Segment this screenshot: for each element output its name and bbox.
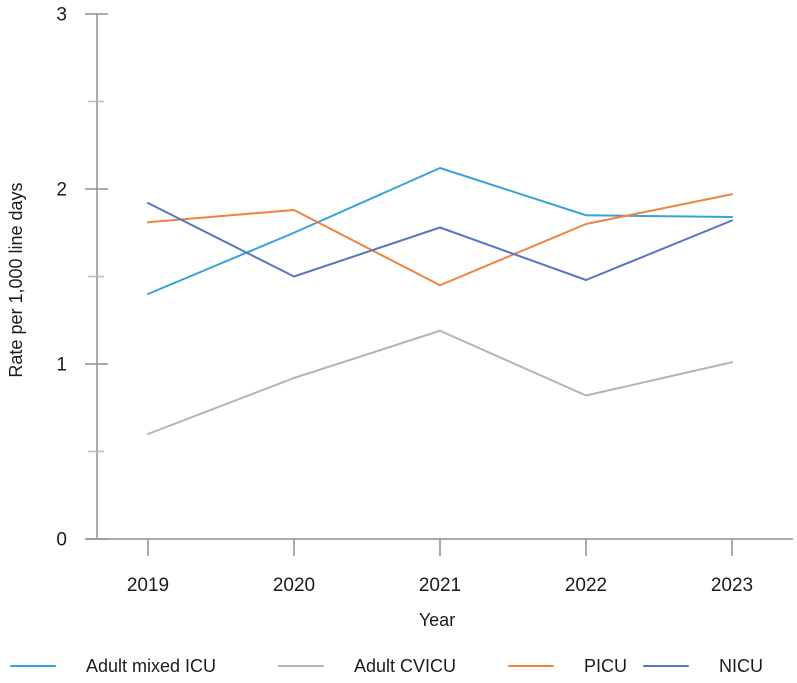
y-axis-title: Rate per 1,000 line days bbox=[6, 182, 26, 378]
legend-item-adult-mixed-icu: Adult mixed ICU bbox=[10, 652, 216, 680]
y-tick-label: 0 bbox=[56, 530, 67, 551]
legend-label-adult-cvicu: Adult CVICU bbox=[354, 655, 457, 676]
legend-label-picu: PICU bbox=[584, 655, 628, 676]
x-tick-label: 2021 bbox=[419, 575, 461, 596]
x-tick-label: 2020 bbox=[273, 575, 315, 596]
legend-swatch-picu bbox=[508, 664, 554, 668]
series-line-nicu bbox=[147, 202, 733, 281]
x-tick-label: 2022 bbox=[565, 575, 607, 596]
legend-item-nicu: NICU bbox=[643, 652, 763, 680]
x-tick-label: 2019 bbox=[127, 575, 169, 596]
legend: Adult mixed ICU Adult CVICU PICU NICU bbox=[0, 652, 797, 680]
y-tick-label: 2 bbox=[56, 180, 67, 201]
legend-label-nicu: NICU bbox=[719, 655, 763, 676]
x-axis-title: Year bbox=[418, 610, 456, 630]
line-chart: 0 1 2 3 2019 2020 2021 2022 2023 bbox=[56, 5, 793, 596]
y-tick-label: 1 bbox=[56, 355, 67, 376]
y-tick-label: 3 bbox=[56, 5, 67, 26]
legend-item-picu: PICU bbox=[508, 652, 627, 680]
x-tick-label: 2023 bbox=[711, 575, 753, 596]
legend-swatch-adult-mixed-icu bbox=[10, 664, 56, 668]
legend-swatch-nicu bbox=[643, 664, 689, 668]
legend-item-adult-cvicu: Adult CVICU bbox=[278, 652, 456, 680]
series-line-adult-mixed-icu bbox=[147, 167, 733, 295]
legend-label-adult-mixed-icu: Adult mixed ICU bbox=[86, 655, 217, 676]
series-line-adult-cvicu bbox=[147, 329, 733, 435]
series-line-picu bbox=[147, 193, 733, 287]
legend-swatch-adult-cvicu bbox=[278, 664, 324, 668]
